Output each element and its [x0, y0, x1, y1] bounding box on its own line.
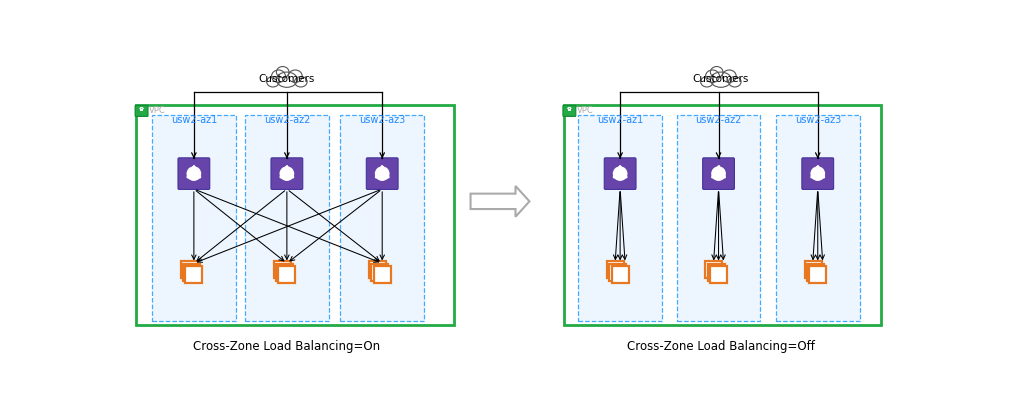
Text: usw2-az2: usw2-az2 — [264, 115, 310, 125]
Circle shape — [712, 175, 715, 178]
Circle shape — [618, 166, 622, 169]
FancyBboxPatch shape — [805, 261, 821, 278]
Ellipse shape — [271, 70, 286, 83]
Ellipse shape — [706, 70, 720, 83]
Circle shape — [186, 175, 190, 178]
Ellipse shape — [295, 77, 307, 87]
Text: Cross-Zone Load Balancing=On: Cross-Zone Load Balancing=On — [194, 340, 381, 352]
Circle shape — [810, 175, 814, 178]
Text: Customers: Customers — [259, 74, 315, 84]
FancyBboxPatch shape — [367, 158, 398, 189]
Circle shape — [380, 166, 384, 169]
Bar — [563, 105, 882, 324]
Ellipse shape — [722, 70, 736, 83]
FancyBboxPatch shape — [276, 264, 293, 281]
Circle shape — [280, 166, 294, 181]
FancyBboxPatch shape — [708, 264, 725, 281]
Ellipse shape — [711, 67, 723, 78]
Circle shape — [712, 166, 726, 181]
FancyBboxPatch shape — [604, 158, 636, 189]
Bar — [245, 115, 329, 321]
FancyBboxPatch shape — [135, 105, 148, 116]
FancyBboxPatch shape — [183, 264, 200, 281]
Ellipse shape — [289, 70, 302, 83]
Text: usw2-az1: usw2-az1 — [597, 115, 643, 125]
Text: VPC: VPC — [577, 106, 594, 115]
FancyBboxPatch shape — [180, 261, 198, 278]
FancyBboxPatch shape — [185, 266, 203, 283]
Circle shape — [624, 175, 628, 178]
Bar — [776, 115, 859, 321]
FancyBboxPatch shape — [609, 264, 627, 281]
FancyBboxPatch shape — [178, 158, 210, 189]
Circle shape — [612, 175, 616, 178]
FancyBboxPatch shape — [807, 264, 824, 281]
Bar — [677, 115, 761, 321]
Bar — [579, 115, 662, 321]
FancyBboxPatch shape — [279, 266, 295, 283]
Circle shape — [386, 175, 389, 178]
Circle shape — [612, 166, 628, 181]
FancyBboxPatch shape — [271, 158, 303, 189]
Bar — [152, 115, 236, 321]
Polygon shape — [471, 186, 529, 217]
FancyBboxPatch shape — [369, 261, 386, 278]
Circle shape — [285, 166, 289, 169]
Circle shape — [280, 175, 284, 178]
FancyBboxPatch shape — [702, 158, 734, 189]
FancyBboxPatch shape — [372, 264, 388, 281]
FancyBboxPatch shape — [809, 266, 826, 283]
FancyBboxPatch shape — [802, 158, 834, 189]
Text: usw2-az3: usw2-az3 — [795, 115, 841, 125]
Bar — [136, 105, 454, 324]
Text: usw2-az1: usw2-az1 — [171, 115, 217, 125]
FancyBboxPatch shape — [611, 266, 629, 283]
Circle shape — [375, 175, 379, 178]
Text: usw2-az2: usw2-az2 — [695, 115, 741, 125]
FancyBboxPatch shape — [273, 261, 291, 278]
Bar — [140, 109, 142, 111]
Circle shape — [375, 166, 389, 181]
FancyBboxPatch shape — [607, 261, 624, 278]
Circle shape — [722, 175, 726, 178]
FancyBboxPatch shape — [563, 105, 575, 116]
Ellipse shape — [276, 72, 297, 87]
Text: usw2-az3: usw2-az3 — [359, 115, 406, 125]
Circle shape — [191, 166, 196, 169]
Circle shape — [810, 166, 825, 181]
Circle shape — [816, 166, 819, 169]
Bar — [568, 109, 570, 111]
Text: Customers: Customers — [692, 74, 750, 84]
Bar — [340, 115, 424, 321]
FancyBboxPatch shape — [374, 266, 391, 283]
Circle shape — [291, 175, 294, 178]
Circle shape — [198, 175, 201, 178]
Ellipse shape — [266, 77, 280, 87]
Circle shape — [186, 166, 202, 181]
FancyBboxPatch shape — [706, 261, 722, 278]
FancyBboxPatch shape — [710, 266, 727, 283]
Text: Cross-Zone Load Balancing=Off: Cross-Zone Load Balancing=Off — [627, 340, 815, 352]
Ellipse shape — [276, 67, 289, 78]
Ellipse shape — [700, 77, 713, 87]
Circle shape — [821, 175, 825, 178]
Ellipse shape — [711, 72, 731, 87]
Ellipse shape — [728, 77, 741, 87]
Text: VPC: VPC — [148, 106, 166, 115]
Circle shape — [717, 166, 721, 169]
